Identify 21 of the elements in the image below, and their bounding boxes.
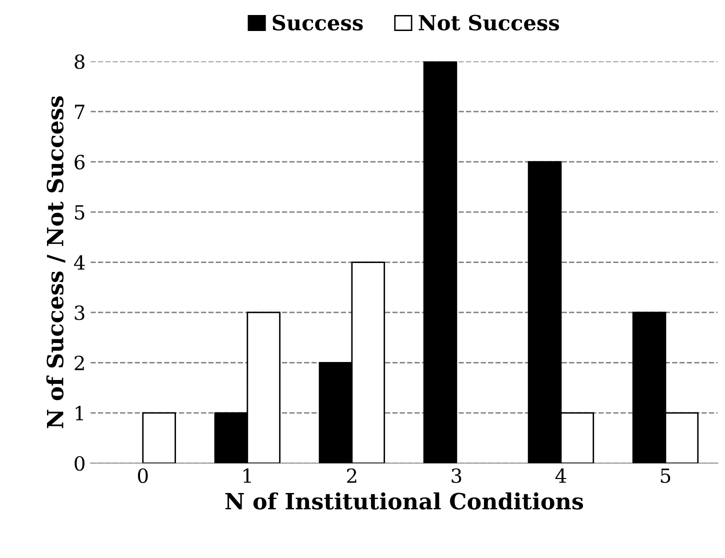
- x-tick-label: 0: [138, 468, 148, 484]
- y-axis-title: N of Success / Not Success: [46, 96, 66, 428]
- bar: [423, 61, 458, 464]
- y-tick-label: 6: [74, 154, 85, 170]
- y-tick-label: 1: [76, 406, 83, 420]
- y-tick-label: 7: [75, 104, 84, 119]
- y-tick-label: 4: [74, 255, 85, 270]
- x-tick-label: 2: [347, 468, 356, 483]
- x-tick-label: 5: [660, 468, 670, 484]
- bar: [142, 412, 176, 464]
- legend-label: Success: [272, 14, 363, 31]
- y-tick-label: 5: [75, 205, 84, 220]
- y-tick-label: 3: [74, 305, 84, 320]
- x-tick-label: 4: [555, 468, 566, 483]
- x-axis-title: N of Institutional Conditions: [225, 492, 584, 510]
- y-tick-label: 0: [74, 456, 84, 471]
- x-tick-label: 1: [244, 468, 251, 483]
- x-tick-label: 3: [452, 468, 462, 484]
- legend-label: Not Success: [418, 14, 560, 31]
- y-tick-label: 2: [74, 356, 84, 370]
- y-tick-label: 8: [74, 54, 84, 70]
